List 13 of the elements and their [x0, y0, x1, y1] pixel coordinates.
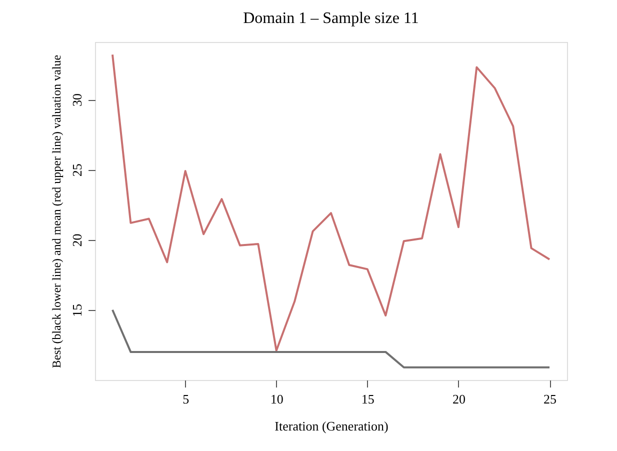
y-tick-label: 25: [70, 164, 84, 177]
chart-title: Domain 1 – Sample size 11: [243, 10, 419, 27]
y-axis-title: Best (black lower line) and mean (red upper line) valuation value: [50, 54, 64, 368]
x-tick-label: 25: [544, 392, 557, 406]
line-series: [111, 54, 551, 352]
x-tick-label: 5: [182, 392, 190, 406]
y-tick-label: 30: [70, 94, 84, 106]
x-tick-label: 15: [361, 392, 374, 406]
x-tick-label: 10: [270, 392, 284, 406]
y-tick-label: 20: [70, 234, 84, 247]
x-tick-label: 20: [452, 392, 466, 406]
y-tick-label: 15: [70, 304, 84, 317]
x-axis-title: Iteration (Generation): [274, 418, 388, 434]
